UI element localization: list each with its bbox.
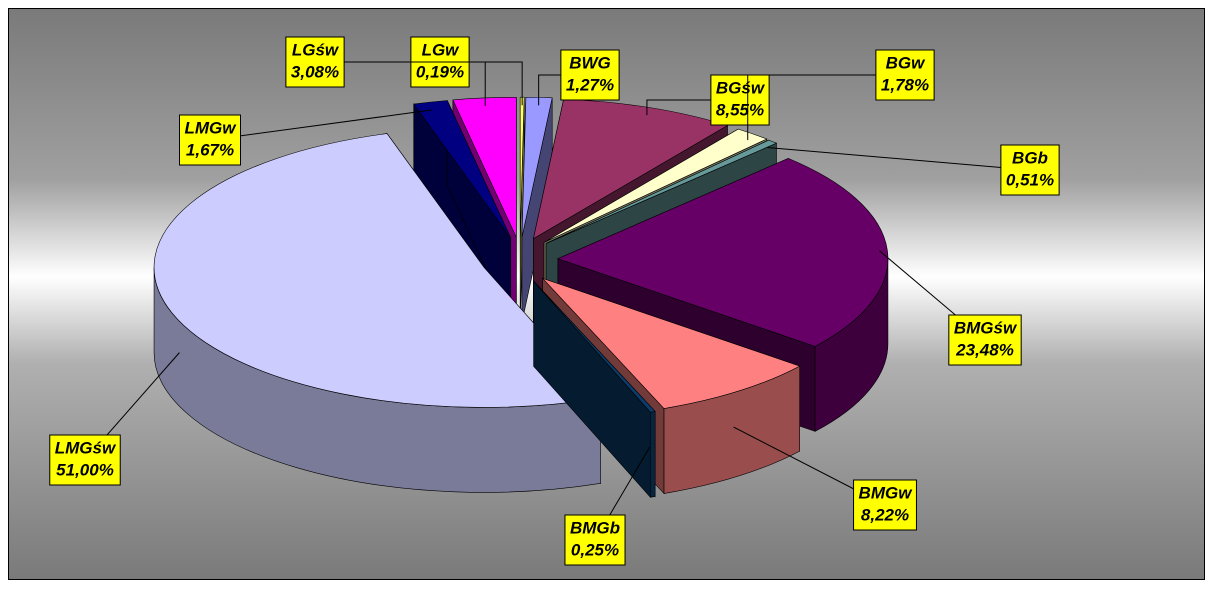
label-box [564,514,626,566]
label-name: BGw [886,53,927,72]
label-value: 1,67% [186,140,234,159]
label-box [710,74,770,126]
label-value: 1,27% [566,75,614,94]
data-label: LMGw 1,67% [179,114,241,166]
label-value: 0,19% [416,62,464,81]
label-name: BMGb [570,518,620,537]
leader-line [767,146,1031,171]
data-label: BMGb 0,25% [564,514,626,566]
label-box [49,434,121,486]
slice [545,139,778,244]
label-name: BMGśw [954,318,1018,337]
label-name: BGśw [716,78,766,97]
label-box [948,314,1022,366]
data-label: BGw 1,78% [875,49,935,101]
label-name: BMGw [859,483,914,502]
leader-line [315,61,486,106]
label-value: 0,51% [1006,170,1054,189]
label-value: 8,55% [716,100,764,119]
leader-line [747,74,905,141]
label-box [179,114,241,166]
leader-line [209,109,433,141]
slice [557,158,889,347]
label-name: LMGw [185,118,238,137]
pie [153,96,889,499]
label-box [853,479,917,531]
slice [533,281,656,413]
slice [413,100,512,239]
data-label: BMGśw 23,48% [948,314,1022,366]
label-value: 1,78% [881,75,929,94]
label-box [1000,144,1060,196]
data-label: BMGw 8,22% [853,479,917,531]
slice [452,97,517,238]
label-box [875,49,935,101]
label-value: 23,48% [955,340,1014,359]
label-value: 51,00% [56,460,114,479]
label-name: LGśw [292,40,340,59]
label-value: 8,22% [861,505,909,524]
label-name: LGw [422,40,461,59]
slice [543,128,768,243]
data-label: LMGśw 51,00% [49,434,121,486]
label-box [285,36,345,88]
label-value: 0,25% [571,540,619,559]
slice [153,133,602,408]
labels: LGw 0,19% BWG 1,27% BGśw 8,55% BGw 1,78% BGb 0,51… [49,36,1060,566]
slice [542,278,801,409]
data-label: BWG 1,27% [560,49,620,101]
leader-line [646,99,740,116]
data-label: BGśw 8,55% [710,74,770,126]
data-label: BGb 0,51% [1000,144,1060,196]
slice-side [650,411,656,498]
label-value: 3,08% [291,62,339,81]
data-label: LGśw 3,08% [285,36,345,88]
label-name: BGb [1012,148,1048,167]
label-box [560,49,620,101]
label-name: BWG [569,53,611,72]
label-name: LMGśw [55,438,117,457]
